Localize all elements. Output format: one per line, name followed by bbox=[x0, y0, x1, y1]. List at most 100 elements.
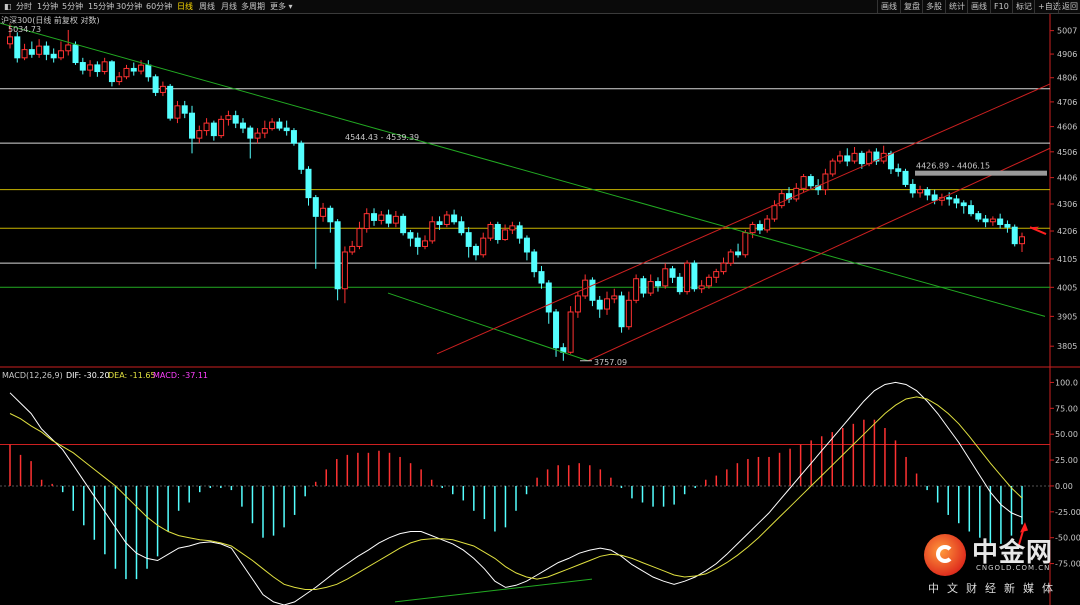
candle-body bbox=[735, 251, 742, 256]
period-tab-9[interactable]: 多周期 bbox=[241, 2, 265, 11]
candle-body bbox=[385, 214, 392, 224]
range-label-2: 4426.89 - 4406.15 bbox=[916, 161, 990, 170]
candle-body bbox=[844, 155, 851, 162]
period-tab-5[interactable]: 60分钟 bbox=[146, 2, 173, 11]
candle bbox=[28, 41, 35, 58]
candle bbox=[727, 249, 734, 266]
macd-dif-label: DIF: -30.20 bbox=[66, 371, 110, 380]
period-tab-7[interactable]: 周线 bbox=[199, 2, 215, 11]
candle bbox=[523, 235, 530, 261]
candle-body bbox=[341, 251, 348, 290]
candle bbox=[720, 257, 727, 275]
candle bbox=[829, 158, 836, 177]
panel-toggle-icon[interactable]: ◧ bbox=[4, 2, 12, 11]
price-axis-label: 3805 bbox=[1057, 342, 1077, 351]
period-tab-8[interactable]: 月线 bbox=[221, 2, 237, 11]
candle-body bbox=[407, 232, 414, 239]
period-tab-1[interactable]: 1分钟 bbox=[37, 2, 59, 11]
candle-body bbox=[203, 122, 210, 132]
toolbar-right-button-6[interactable]: 标记 bbox=[1012, 0, 1035, 13]
candle bbox=[203, 118, 210, 136]
candle bbox=[312, 194, 319, 269]
candle-body bbox=[349, 245, 356, 253]
candle bbox=[298, 140, 305, 174]
candle-body bbox=[982, 218, 989, 223]
candle-body bbox=[676, 276, 683, 293]
candle-body bbox=[283, 127, 290, 132]
candle bbox=[371, 208, 378, 226]
candle bbox=[975, 210, 982, 222]
period-tab-0[interactable]: 分时 bbox=[16, 2, 32, 11]
candle-body bbox=[705, 276, 712, 287]
macd-value-label: MACD: -37.11 bbox=[153, 371, 208, 380]
toolbar-right-button-0[interactable]: 画线 bbox=[877, 0, 900, 13]
candle bbox=[108, 60, 115, 87]
candle-body bbox=[65, 44, 72, 52]
toolbar-right-button-3[interactable]: 统计 bbox=[945, 0, 968, 13]
candle-body bbox=[400, 215, 407, 234]
candle-body bbox=[21, 49, 28, 59]
price-axis-label: 4606 bbox=[1057, 123, 1077, 132]
candle-body bbox=[909, 183, 916, 194]
candle bbox=[210, 120, 217, 141]
toolbar-right-button-2[interactable]: 多股 bbox=[922, 0, 945, 13]
candle bbox=[174, 100, 181, 124]
candle bbox=[982, 215, 989, 228]
toolbar-right-button-5[interactable]: F10 bbox=[990, 0, 1012, 13]
candle-body bbox=[727, 251, 734, 264]
candle-body bbox=[174, 105, 181, 119]
toolbar-right-button-1[interactable]: 复盘 bbox=[900, 0, 923, 13]
period-tab-4[interactable]: 30分钟 bbox=[116, 2, 143, 11]
candle bbox=[633, 274, 640, 304]
toolbar-right-button-8[interactable]: 返回 bbox=[1058, 0, 1080, 13]
period-tab-2[interactable]: 5分钟 bbox=[62, 2, 84, 11]
candle-body bbox=[749, 223, 756, 234]
candle bbox=[87, 60, 94, 77]
candle bbox=[764, 215, 771, 233]
candle-body bbox=[429, 221, 436, 242]
toolbar-right-button-4[interactable]: 画线 bbox=[967, 0, 990, 13]
candle-body bbox=[538, 271, 545, 284]
toolbar-right-button-7[interactable]: +自选 bbox=[1034, 0, 1064, 13]
period-toolbar: 分时 1分钟 5分钟 15分钟 30分钟 60分钟 日线 周线 月线 多周期 更多 ▾ 画线 复盘 多股统… bbox=[0, 0, 1080, 14]
candle bbox=[494, 221, 501, 244]
macd-red-arrow-head-icon bbox=[1020, 522, 1028, 533]
candle bbox=[487, 221, 494, 241]
candle bbox=[836, 150, 843, 164]
candle-body bbox=[269, 121, 276, 130]
stock-chart[interactable]: 5007 4906 4806 4706 4606 4506 4406 4306 4206 4105… bbox=[0, 14, 1080, 605]
candle-body bbox=[145, 64, 152, 78]
candle bbox=[167, 83, 174, 121]
candle-body bbox=[924, 189, 931, 196]
price-panel-title: 沪深300(日线 前复权 对数) bbox=[1, 15, 100, 25]
candle-body bbox=[72, 44, 79, 64]
candle bbox=[793, 183, 800, 202]
period-tab-10[interactable]: 更多 ▾ bbox=[270, 2, 293, 11]
candle-body bbox=[756, 223, 763, 231]
candle bbox=[654, 277, 661, 292]
candle-body bbox=[378, 214, 385, 221]
candle bbox=[189, 105, 196, 154]
candle-body bbox=[152, 76, 159, 93]
watermark-name: 中金网 bbox=[972, 538, 1054, 568]
candle bbox=[269, 118, 276, 131]
candle bbox=[844, 148, 851, 167]
candle-body bbox=[509, 225, 516, 231]
candle-body bbox=[167, 85, 174, 119]
candle bbox=[604, 291, 611, 315]
candle-body bbox=[960, 202, 967, 207]
candle bbox=[458, 216, 465, 236]
candle-body bbox=[502, 229, 509, 241]
candle-body bbox=[334, 221, 341, 290]
candle bbox=[531, 249, 538, 278]
candle bbox=[807, 173, 814, 190]
candle bbox=[400, 213, 407, 236]
period-tab-6[interactable]: 日线 bbox=[177, 2, 193, 11]
candle bbox=[509, 221, 516, 235]
candle-body bbox=[946, 197, 953, 200]
price-axis-label: 5007 bbox=[1057, 27, 1077, 36]
candle-body bbox=[487, 223, 494, 239]
period-tab-3[interactable]: 15分钟 bbox=[88, 2, 115, 11]
macd-dif-line bbox=[9, 381, 1023, 605]
candle-body bbox=[691, 262, 698, 290]
